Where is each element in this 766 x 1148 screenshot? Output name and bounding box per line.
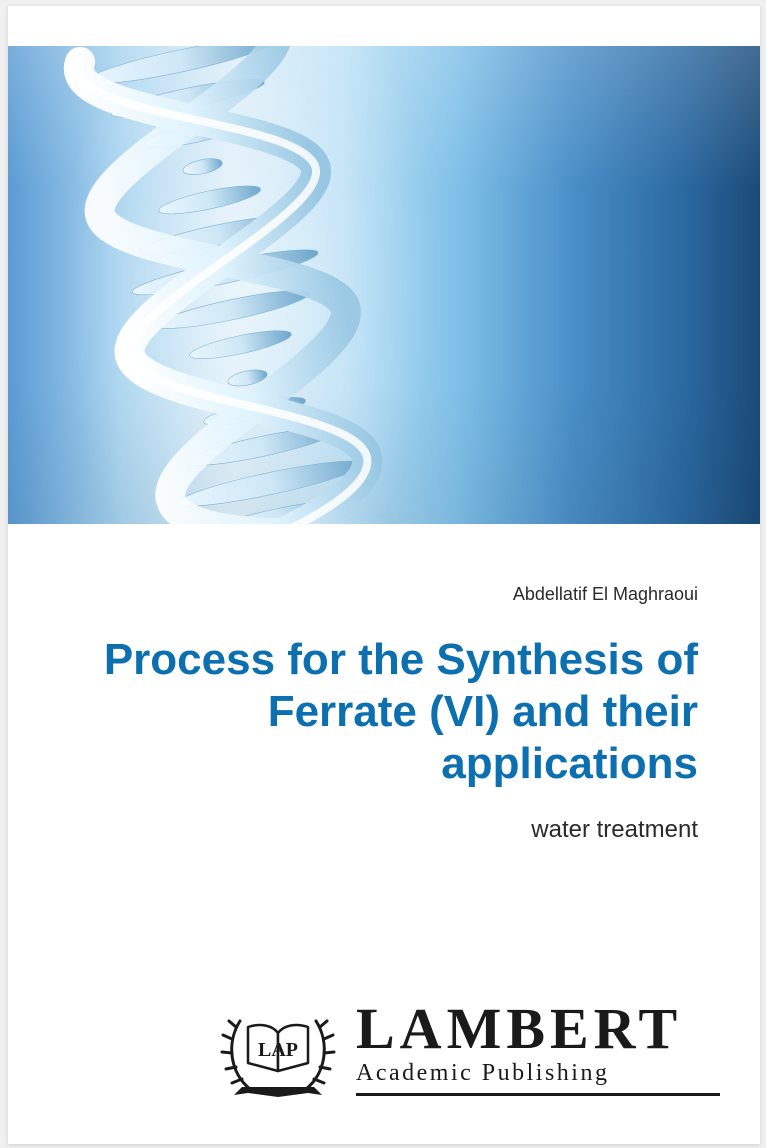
cover-image-gradient	[8, 46, 760, 524]
publisher-logo: LAP	[218, 993, 338, 1103]
publisher-tagline: Academic Publishing	[356, 1060, 720, 1087]
author-name: Abdellatif El Maghraoui	[513, 584, 698, 605]
publisher-block: LAP LAMBERT Academic Publishing	[218, 988, 720, 1108]
publisher-text: LAMBERT Academic Publishing	[356, 1000, 720, 1096]
publisher-name: LAMBERT	[356, 1000, 720, 1058]
publisher-badge-text: LAP	[258, 1039, 298, 1061]
cover-image-band	[8, 46, 760, 524]
book-title: Process for the Synthesis of Ferrate (VI…	[78, 634, 698, 790]
book-cover: Abdellatif El Maghraoui Process for the …	[8, 6, 760, 1144]
publisher-rule	[356, 1093, 720, 1096]
book-subtitle: water treatment	[531, 816, 698, 844]
